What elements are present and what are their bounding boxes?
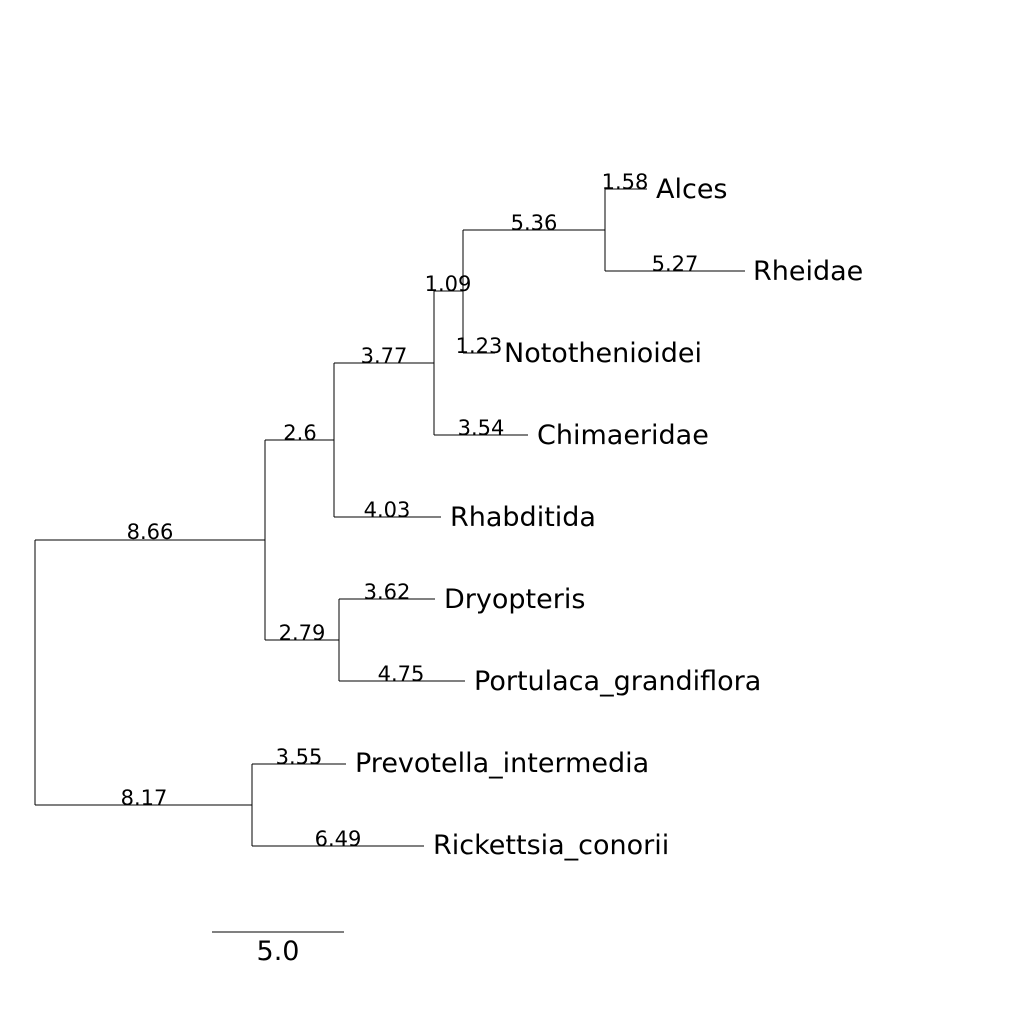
taxon-label-notothenioidei: Notothenioidei [504, 338, 702, 369]
taxon-label-rickettsia-conorii: Rickettsia_conorii [433, 830, 669, 861]
branch-length-prevotella-intermedia: 3.55 [276, 745, 323, 769]
branch-length-rickettsia-conorii: 6.49 [315, 827, 362, 851]
taxon-label-rheidae: Rheidae [753, 256, 863, 287]
tree-branches [34, 188, 745, 847]
branch-length-portulaca-grandiflora: 4.75 [378, 662, 425, 686]
branch-length-notothenioidei: 1.23 [456, 334, 503, 358]
taxon-label-prevotella-intermedia: Prevotella_intermedia [355, 748, 649, 779]
taxon-label-rhabditida: Rhabditida [450, 502, 596, 533]
branch-length-dryopteris: 3.62 [364, 580, 411, 604]
branch-length-alces: 1.58 [602, 170, 649, 194]
branch-length-root-to-g: 8.17 [121, 786, 168, 810]
branch-length-a-to-b: 2.6 [283, 421, 316, 445]
branch-length-a-to-f: 2.79 [279, 621, 326, 645]
scale-bar-label: 5.0 [257, 936, 300, 967]
scale-bar: 5.0 [212, 931, 344, 967]
taxon-label-chimaeridae: Chimaeridae [537, 420, 709, 451]
taxon-label-dryopteris: Dryopteris [444, 584, 585, 615]
branch-length-labels: 8.66 2.6 3.77 1.09 5.36 1.58 5.27 1.23 3… [121, 170, 699, 851]
branch-length-rheidae: 5.27 [652, 252, 699, 276]
branch-length-d-to-e: 5.36 [511, 211, 558, 235]
branch-length-root-to-a: 8.66 [127, 520, 174, 544]
branch-length-c-to-d: 1.09 [425, 272, 472, 296]
taxon-label-portulaca-grandiflora: Portulaca_grandiflora [474, 666, 761, 697]
branch-length-chimaeridae: 3.54 [458, 416, 505, 440]
taxon-label-alces: Alces [656, 174, 728, 205]
taxon-labels: Alces Rheidae Notothenioidei Chimaeridae… [355, 174, 863, 861]
branch-length-b-to-c: 3.77 [361, 344, 408, 368]
branch-length-rhabditida: 4.03 [364, 498, 411, 522]
